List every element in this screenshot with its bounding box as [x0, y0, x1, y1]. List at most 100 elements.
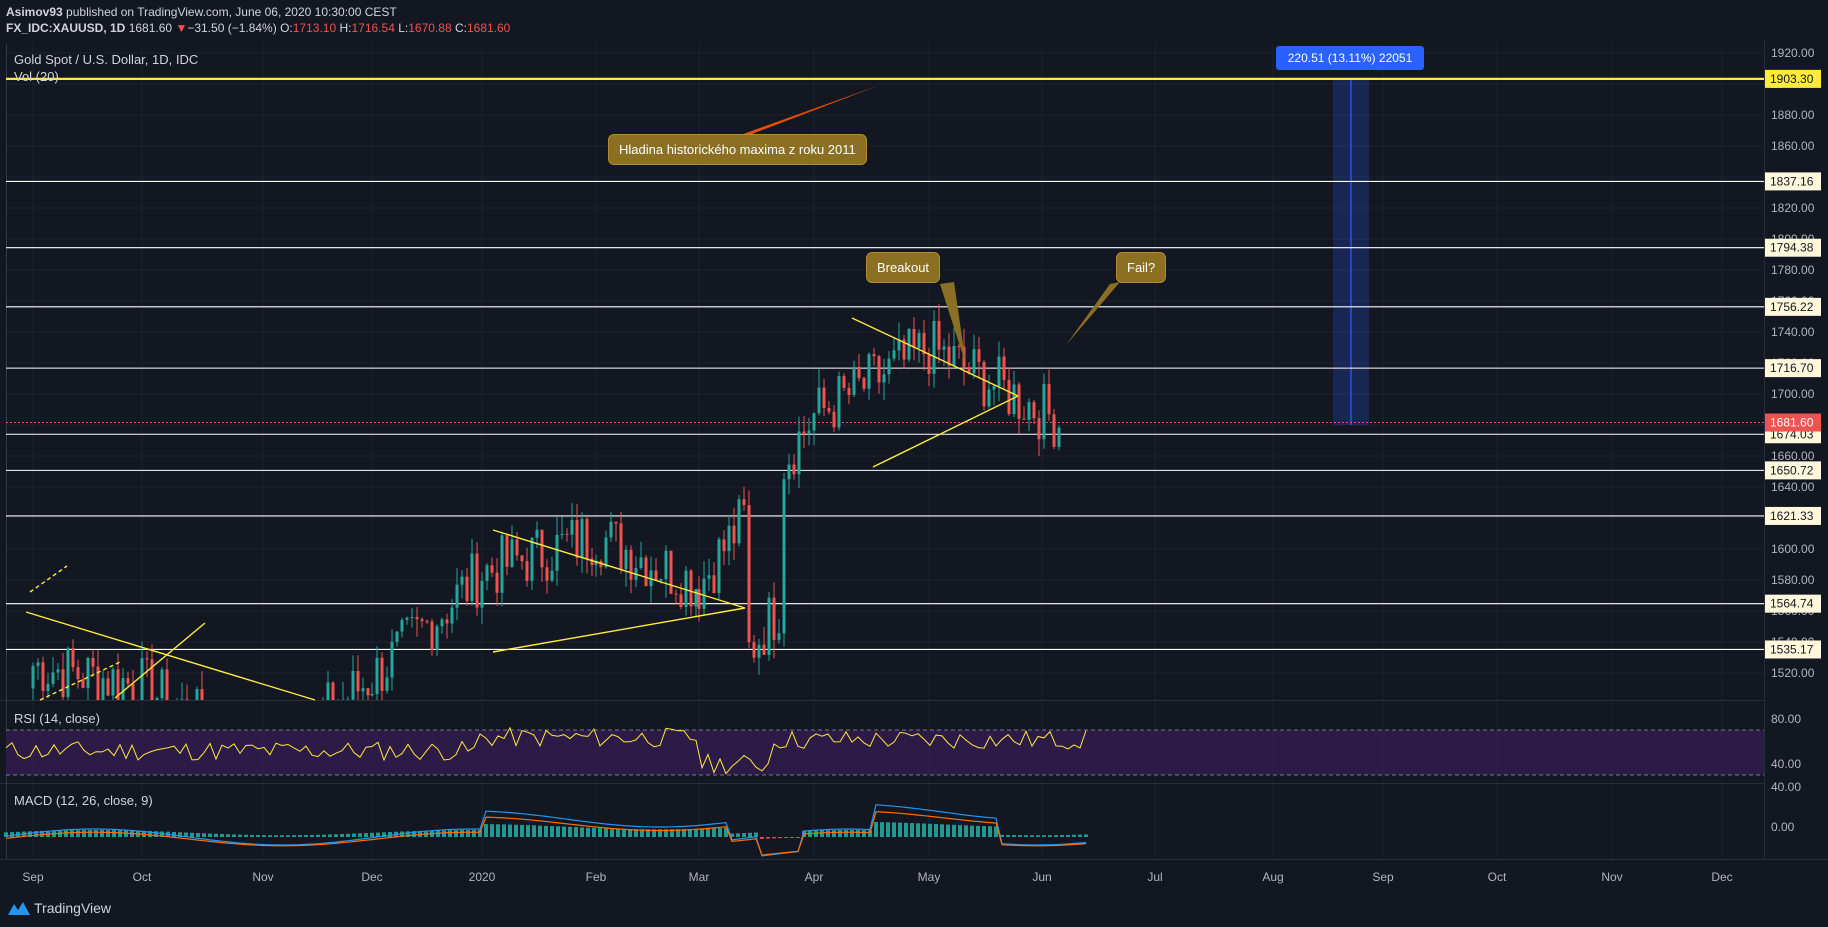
candle-body: [405, 617, 409, 620]
candle-body: [822, 387, 826, 409]
time-tick: Jun: [1032, 870, 1051, 884]
time-tick: Feb: [586, 870, 607, 884]
price-change: −31.50 (−1.84%): [187, 21, 277, 35]
macd-bar: [526, 825, 530, 837]
fail-callout[interactable]: Fail?: [1116, 252, 1167, 283]
candle-body: [515, 539, 519, 556]
level-tag-label: 1650.72: [1770, 463, 1814, 477]
candle-body: [797, 431, 801, 475]
rsi-tick-80: 80.00: [1771, 712, 1801, 726]
candle-body: [480, 580, 484, 608]
candle-body: [450, 607, 454, 624]
candle-body: [997, 356, 1001, 387]
candle-body: [609, 521, 613, 538]
macd-bar: [778, 837, 782, 839]
candle-body: [101, 678, 105, 700]
time-tick: Mar: [689, 870, 710, 884]
candle-body: [1017, 384, 1021, 419]
macd-bar: [826, 830, 830, 837]
candle-body: [121, 678, 125, 700]
grid-lines: [6, 44, 1764, 859]
candle-body: [1042, 383, 1046, 440]
macd-bar: [484, 824, 488, 837]
publisher-name[interactable]: Asimov93: [6, 5, 63, 19]
brand-name[interactable]: TradingView: [34, 900, 112, 916]
time-tick: May: [918, 870, 941, 884]
macd-bar: [214, 833, 218, 837]
level-tag-label: 1535.17: [1770, 642, 1814, 656]
macd-bar: [856, 829, 860, 837]
macd-bar: [994, 826, 998, 837]
candle-body: [71, 648, 75, 668]
rsi-legend[interactable]: RSI (14, close): [14, 711, 100, 726]
drawings[interactable]: [25, 317, 1019, 701]
price-candles: [31, 304, 1061, 700]
macd-bar: [628, 828, 632, 837]
macd-bar: [1030, 835, 1034, 837]
candle-body: [395, 631, 399, 642]
macd-bar: [202, 833, 206, 837]
macd-bar: [556, 826, 560, 837]
macd-bar: [520, 824, 524, 837]
candle-body: [540, 529, 544, 568]
symbol-label[interactable]: FX_IDC:XAUUSD, 1D: [6, 21, 126, 35]
candle-body: [565, 533, 569, 535]
macd-line: [5, 804, 1087, 857]
candle-body: [1012, 384, 1016, 415]
macd-bar: [700, 828, 704, 837]
time-tick: Oct: [133, 870, 152, 884]
candle-body: [475, 553, 479, 608]
macd-bar: [1000, 834, 1004, 837]
macd-legend[interactable]: MACD (12, 26, close, 9): [14, 793, 153, 808]
breakout-callout[interactable]: Breakout: [866, 252, 941, 283]
macd-bar: [970, 825, 974, 837]
candle-body: [86, 657, 90, 688]
macd-bar: [364, 833, 368, 837]
candle-body: [757, 644, 761, 658]
close-value: 1681.60: [466, 21, 511, 35]
macd-bar: [694, 828, 698, 837]
candle-body: [1002, 356, 1006, 380]
macd-bar: [550, 826, 554, 837]
vol-legend[interactable]: Vol (20): [14, 69, 59, 84]
macd-bar: [958, 825, 962, 837]
level-tag: [1765, 640, 1821, 659]
candle-body: [957, 346, 961, 348]
breakout-pointer: [940, 282, 966, 365]
candle-body: [674, 593, 678, 595]
candle-body: [76, 667, 80, 680]
level-tag-label: 1756.22: [1770, 300, 1814, 314]
close-label: C:: [454, 21, 467, 35]
macd-bar: [850, 829, 854, 837]
candle-body: [732, 525, 736, 544]
candle-body: [96, 666, 100, 700]
macd-tick-40: 40.00: [1771, 780, 1801, 794]
candle-body: [767, 597, 771, 655]
macd-bar: [112, 830, 116, 837]
level-tag-label: 1564.74: [1770, 597, 1814, 611]
time-tick: 2020: [469, 870, 496, 884]
macd-bar: [652, 829, 656, 837]
macd-bar: [448, 830, 452, 837]
candle-body: [331, 682, 335, 700]
candle-body: [1057, 427, 1061, 447]
measure-label[interactable]: 220.51 (13.11%) 22051: [1276, 46, 1424, 70]
dashed-extension: [29, 565, 68, 593]
price-tick: 1780.00: [1771, 263, 1815, 277]
time-axis[interactable]: Sep Oct Nov Dec 2020 Feb Mar Apr May Jun Jul Aug Sep…: [22, 870, 1732, 884]
macd-bar: [982, 826, 986, 837]
macd-bar: [298, 835, 302, 837]
ath-callout[interactable]: Hladina historického maxima z roku 2011: [608, 134, 867, 165]
macd-bar: [892, 822, 896, 837]
candle-body: [465, 576, 469, 602]
candle-body: [967, 367, 971, 374]
candle-body: [415, 616, 419, 620]
last-price-tag-label: 1681.60: [1770, 416, 1814, 430]
candle-body: [545, 567, 549, 581]
macd-bar: [646, 829, 650, 837]
candle-body: [872, 354, 876, 357]
candle-body: [847, 387, 851, 396]
price-tick: 1920.00: [1771, 46, 1815, 60]
level-tag-label: 1716.70: [1770, 361, 1814, 375]
